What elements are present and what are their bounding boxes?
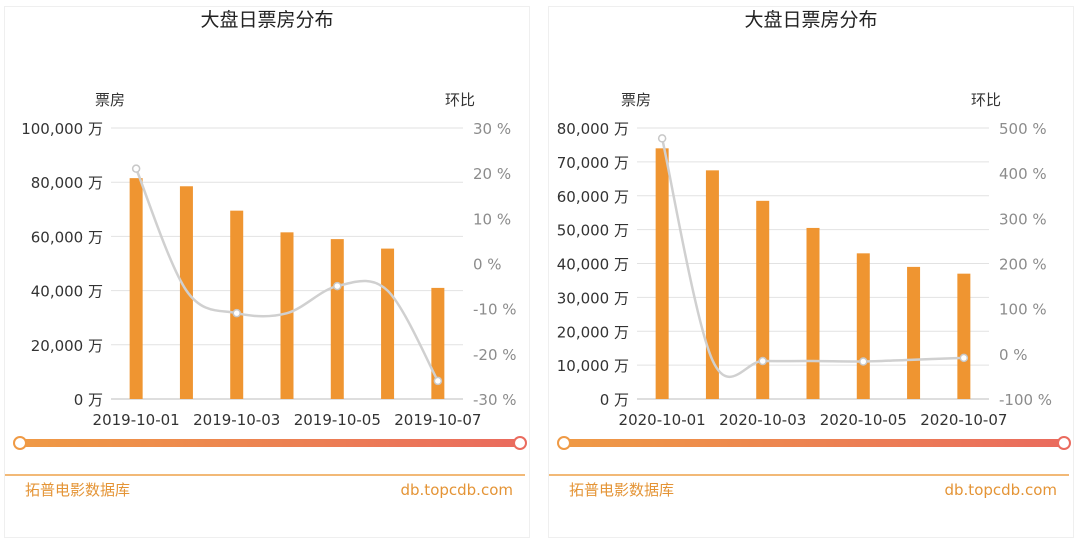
line-point-2019-10-07: [433, 376, 443, 386]
chart-title: 大盘日票房分布: [744, 9, 877, 31]
bar-2019-10-05: [330, 239, 344, 399]
mom-change-line: [134, 168, 439, 382]
y-left-tick-label: 60,000 万: [31, 228, 103, 246]
x-tick-label: 2019-10-01: [93, 411, 180, 429]
y-right-tick-label: -20 %: [473, 346, 517, 364]
bar-2020-10-02: [705, 170, 719, 399]
y-right-tick-label: 0 %: [999, 346, 1028, 364]
y-left-tick-label: 30,000 万: [557, 289, 629, 307]
line-point-2019-10-03: [232, 308, 241, 318]
range-slider-start-handle: [13, 436, 27, 450]
line-point-2019-10-05: [333, 281, 342, 291]
footer-brand: 拓普电影数据库: [25, 481, 130, 499]
bar-2020-10-06: [907, 266, 921, 399]
y-right-tick-label: 10 %: [473, 210, 511, 228]
y-left-tick-label: 50,000 万: [557, 222, 629, 240]
bar-2019-10-01: [129, 178, 143, 399]
line-point-2020-10-05: [859, 357, 868, 366]
x-tick-label: 2020-10-05: [820, 411, 907, 429]
y-right-tick-label: 30 %: [473, 120, 511, 138]
y-left-tick-label: 0 万: [600, 391, 629, 409]
y-right-tick-label: 100 %: [999, 301, 1047, 319]
y-right-tick-label: 200 %: [999, 256, 1047, 274]
range-slider-track: [564, 439, 1064, 447]
x-tick-label: 2019-10-03: [193, 411, 280, 429]
y-right-tick-label: -10 %: [473, 301, 517, 319]
mom-change-line: [660, 138, 964, 378]
y-left-tick-label: 40,000 万: [557, 256, 629, 274]
bar-2019-10-03: [230, 210, 244, 399]
y-left-tick-label: 80,000 万: [557, 120, 629, 138]
range-slider-end-handle: [1057, 436, 1071, 450]
y-left-tick-label: 70,000 万: [557, 154, 629, 172]
line-point-2020-10-03: [758, 356, 767, 366]
range-slider-end-handle: [513, 436, 527, 450]
bar-2020-10-05: [856, 253, 870, 399]
bar-2019-10-07: [431, 287, 445, 399]
y-right-tick-label: 20 %: [473, 165, 511, 183]
footer-brand: 拓普电影数据库: [569, 481, 674, 499]
y-right-tick-label: 300 %: [999, 210, 1047, 228]
line-point-2020-10-07: [959, 353, 969, 363]
y-right-tick-label: 0 %: [473, 256, 502, 274]
line-point-2019-10-01: [131, 164, 141, 173]
x-tick-label: 2020-10-01: [619, 411, 706, 429]
chart-title: 大盘日票房分布: [200, 9, 333, 31]
x-tick-label: 2020-10-03: [719, 411, 806, 429]
y-left-tick-label: 0 万: [74, 391, 103, 409]
range-slider-track: [20, 439, 520, 447]
chart-panel-2020: 大盘日票房分布票房 环比 0 万 10,000 万 20,000 万 30,000 万 40…: [548, 6, 1074, 538]
y-left-tick-label: 100,000 万: [21, 120, 103, 138]
x-tick-label: 2020-10-07: [920, 411, 1007, 429]
y-right-tick-label: 500 %: [999, 120, 1047, 138]
y-left-tick-label: 10,000 万: [557, 357, 629, 375]
y-right-tick-label: -100 %: [999, 391, 1052, 409]
y-left-axis-title: 票房: [621, 91, 651, 109]
y-left-tick-label: 20,000 万: [31, 337, 103, 355]
y-right-tick-label: -30 %: [473, 391, 517, 409]
bar-2020-10-01: [655, 148, 669, 399]
y-left-axis-title: 票房: [95, 91, 125, 109]
x-tick-label: 2019-10-07: [394, 411, 481, 429]
y-left-tick-label: 60,000 万: [557, 188, 629, 206]
y-left-tick-label: 20,000 万: [557, 323, 629, 341]
range-slider-start-handle: [557, 436, 571, 450]
x-tick-label: 2019-10-05: [294, 411, 381, 429]
footer-url: db.topcdb.com: [945, 481, 1058, 499]
chart-panel-2019: 大盘日票房分布票房 环比 0 万 20,000 万 40,000 万 60,000 万 80…: [4, 6, 530, 538]
line-point-2020-10-01: [657, 134, 667, 143]
bar-2020-10-03: [756, 200, 770, 399]
y-left-tick-label: 80,000 万: [31, 174, 103, 192]
bar-2020-10-07: [957, 273, 971, 399]
y-right-tick-label: 400 %: [999, 165, 1047, 183]
y-right-axis-title: 环比: [971, 91, 1001, 109]
bar-2020-10-04: [806, 227, 820, 399]
footer-url: db.topcdb.com: [401, 481, 514, 499]
y-right-axis-title: 环比: [445, 91, 475, 109]
bar-2019-10-06: [381, 248, 395, 399]
bar-2019-10-04: [280, 232, 294, 399]
y-left-tick-label: 40,000 万: [31, 283, 103, 301]
